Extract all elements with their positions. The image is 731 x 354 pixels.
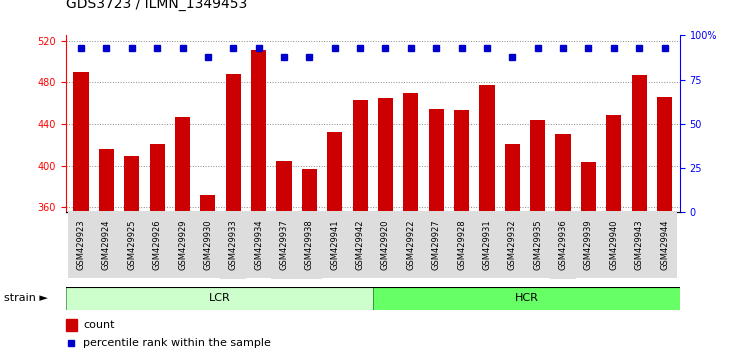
Text: GSM429925: GSM429925 (127, 219, 136, 270)
Text: HCR: HCR (515, 293, 538, 303)
Bar (504, 144, 520, 212)
Bar (302, 169, 317, 212)
Bar (428, 109, 444, 212)
Text: GSM429936: GSM429936 (558, 219, 567, 270)
Text: GSM429944: GSM429944 (660, 219, 669, 270)
Text: GSM429942: GSM429942 (355, 219, 365, 270)
Text: GSM429940: GSM429940 (610, 219, 618, 270)
Text: LCR: LCR (208, 293, 230, 303)
Text: GSM429939: GSM429939 (584, 219, 593, 270)
Bar (352, 100, 368, 212)
Text: percentile rank within the sample: percentile rank within the sample (83, 338, 271, 348)
Bar (66, 287, 373, 310)
Bar (404, 93, 418, 212)
Text: GSM429922: GSM429922 (406, 219, 415, 270)
Bar (632, 75, 647, 212)
Bar (276, 161, 292, 212)
Text: GSM429928: GSM429928 (457, 219, 466, 270)
Bar (124, 156, 140, 212)
Bar (581, 162, 596, 212)
Text: GDS3723 / ILMN_1349453: GDS3723 / ILMN_1349453 (66, 0, 247, 11)
Bar (556, 134, 571, 212)
Bar (454, 110, 469, 212)
Bar (99, 149, 114, 212)
Text: GSM429935: GSM429935 (533, 219, 542, 270)
Text: GSM429933: GSM429933 (229, 219, 238, 270)
Text: GSM429937: GSM429937 (279, 219, 289, 270)
Text: GSM429924: GSM429924 (102, 219, 111, 270)
Text: GSM429932: GSM429932 (508, 219, 517, 270)
Bar (200, 195, 216, 212)
Bar (73, 72, 88, 212)
Bar (150, 144, 164, 212)
Text: GSM429920: GSM429920 (381, 219, 390, 270)
Bar (480, 85, 495, 212)
Bar (606, 115, 621, 212)
Bar (657, 97, 673, 212)
Bar (378, 98, 393, 212)
Bar (251, 50, 266, 212)
Text: GSM429927: GSM429927 (432, 219, 441, 270)
Text: GSM429938: GSM429938 (305, 219, 314, 270)
Text: GSM429931: GSM429931 (482, 219, 491, 270)
Text: GSM429923: GSM429923 (77, 219, 86, 270)
Bar (327, 132, 342, 212)
Bar (226, 74, 241, 212)
Text: GSM429930: GSM429930 (203, 219, 213, 270)
Bar (66, 319, 77, 331)
Text: GSM429934: GSM429934 (254, 219, 263, 270)
Bar (175, 116, 190, 212)
Bar (373, 287, 680, 310)
Text: GSM429926: GSM429926 (153, 219, 162, 270)
Text: GSM429929: GSM429929 (178, 219, 187, 270)
Text: count: count (83, 320, 115, 330)
Text: GSM429943: GSM429943 (635, 219, 644, 270)
Bar (530, 120, 545, 212)
Text: GSM429941: GSM429941 (330, 219, 339, 270)
Text: strain ►: strain ► (4, 293, 48, 303)
